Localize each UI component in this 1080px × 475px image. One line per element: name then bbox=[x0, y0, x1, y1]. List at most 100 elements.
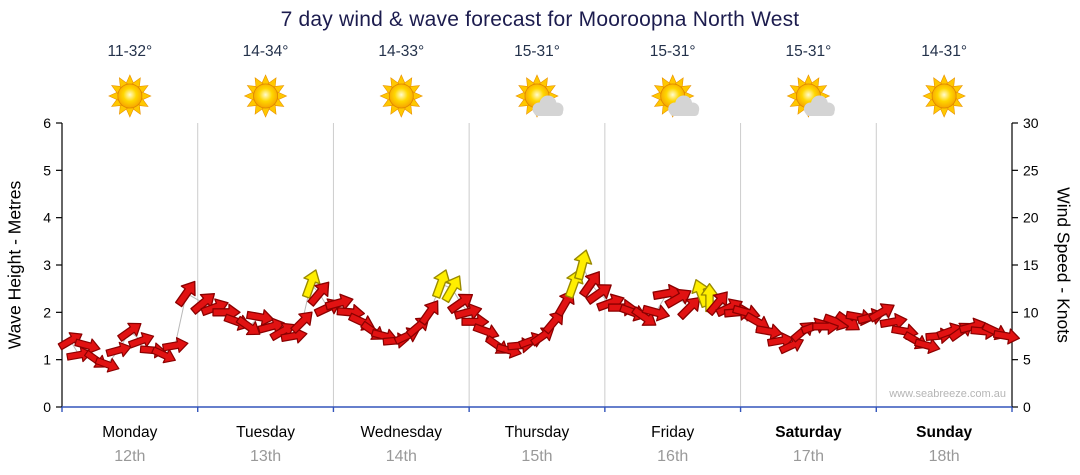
wind-arrow bbox=[245, 309, 275, 327]
right-axis-tick-label: 20 bbox=[1023, 210, 1039, 226]
sun-core bbox=[117, 83, 143, 109]
wind-arrow bbox=[677, 296, 701, 321]
day-name-label: Friday bbox=[651, 424, 694, 441]
temperature-range: 11-32° bbox=[108, 43, 153, 60]
wind-arrow bbox=[127, 332, 155, 349]
wind-arrow bbox=[585, 284, 612, 305]
left-axis-tick-label: 1 bbox=[43, 352, 51, 368]
day-name-label: Monday bbox=[102, 424, 157, 441]
cloud-shape bbox=[803, 95, 835, 116]
temperature-range: 14-31° bbox=[921, 43, 967, 60]
wind-arrow bbox=[151, 346, 176, 364]
left-axis-tick-label: 4 bbox=[43, 210, 51, 226]
sun-ray bbox=[243, 91, 254, 101]
temperature-range: 15-31° bbox=[786, 43, 832, 60]
sun-ray bbox=[141, 91, 152, 101]
wind-arrow bbox=[579, 271, 601, 299]
wind-arrow bbox=[542, 310, 564, 335]
sun-core bbox=[253, 83, 278, 109]
right-axis-tick-label: 5 bbox=[1023, 352, 1031, 368]
sun-icon bbox=[379, 74, 424, 118]
wind-arrow bbox=[992, 328, 1021, 345]
wind-arrow bbox=[641, 304, 670, 322]
cloud-shape bbox=[668, 95, 700, 116]
wind-arrow bbox=[868, 303, 895, 323]
sun-icon bbox=[922, 74, 966, 118]
right-axis-tick-label: 15 bbox=[1023, 257, 1039, 273]
left-axis-tick-label: 6 bbox=[43, 115, 51, 131]
sun-icon bbox=[108, 74, 152, 118]
sun-ray bbox=[277, 91, 288, 101]
wind-arrow bbox=[269, 322, 295, 342]
day-date-label: 14th bbox=[386, 448, 417, 465]
day-date-label: 12th bbox=[114, 448, 145, 465]
sun-cloud-icon bbox=[650, 74, 700, 118]
wind-arrow-strong bbox=[441, 275, 462, 304]
wind-arrow bbox=[664, 288, 692, 309]
sun-ray bbox=[532, 74, 542, 85]
cloud-shape bbox=[532, 95, 564, 116]
wind-arrow bbox=[631, 306, 657, 326]
sun-ray bbox=[396, 74, 406, 85]
wind-arrow bbox=[162, 337, 189, 353]
left-axis-tick-label: 3 bbox=[43, 257, 51, 273]
day-name-label: Wednesday bbox=[360, 424, 442, 441]
sun-ray bbox=[379, 91, 390, 101]
wind-arrow bbox=[117, 322, 142, 342]
sun-ray bbox=[261, 107, 271, 118]
wind-arrow bbox=[879, 312, 908, 330]
sun-ray bbox=[939, 74, 949, 85]
right-axis-tick-label: 10 bbox=[1023, 304, 1039, 320]
wind-arrow bbox=[74, 338, 101, 355]
sun-ray bbox=[922, 91, 933, 101]
wind-arrow bbox=[324, 293, 354, 311]
wind-arrow bbox=[290, 311, 313, 334]
left-axis-tick-label: 0 bbox=[43, 399, 51, 415]
sun-cloud-icon bbox=[515, 74, 564, 118]
sun-ray bbox=[125, 107, 135, 118]
wind-arrow-strong bbox=[301, 269, 321, 299]
sun-ray bbox=[261, 74, 271, 85]
temperature-range: 15-31° bbox=[650, 43, 696, 60]
wind-arrow bbox=[235, 315, 261, 336]
wind-arrow-strong bbox=[432, 269, 451, 299]
page-title: 7 day wind & wave forecast for Mooroopna… bbox=[280, 8, 800, 31]
wind-arrow bbox=[174, 280, 196, 308]
sun-ray bbox=[955, 91, 966, 101]
sun-core bbox=[931, 83, 957, 109]
sun-ray bbox=[803, 74, 813, 85]
wind-arrow bbox=[190, 293, 216, 315]
right-axis-tick-label: 30 bbox=[1023, 115, 1039, 131]
sun-ray bbox=[515, 91, 526, 101]
sun-ray bbox=[108, 91, 119, 101]
wind-arrow bbox=[105, 341, 132, 358]
right-axis-tick-label: 25 bbox=[1023, 162, 1039, 178]
day-name-label: Saturday bbox=[775, 424, 842, 441]
sun-ray bbox=[396, 107, 406, 118]
sun-ray bbox=[412, 91, 424, 101]
temperature-range: 14-34° bbox=[243, 43, 289, 60]
wind-arrow bbox=[706, 291, 728, 317]
wind-arrow bbox=[914, 338, 941, 355]
day-date-label: 13th bbox=[250, 448, 281, 465]
wind-arrow bbox=[418, 300, 439, 326]
sun-cloud-icon bbox=[786, 74, 835, 118]
wind-arrow bbox=[755, 323, 783, 340]
sun-ray bbox=[668, 74, 678, 85]
wind-arrow bbox=[778, 336, 804, 355]
left-axis-tick-label: 2 bbox=[43, 304, 51, 320]
day-date-label: 18th bbox=[929, 448, 960, 465]
sun-ray bbox=[939, 107, 949, 118]
right-axis-tick-label: 0 bbox=[1023, 399, 1031, 415]
sun-ray bbox=[650, 91, 662, 101]
day-name-label: Tuesday bbox=[236, 424, 295, 441]
wind-arrow-strong bbox=[573, 249, 593, 281]
day-name-label: Sunday bbox=[916, 424, 972, 441]
wind-arrow bbox=[94, 356, 120, 373]
day-date-label: 17th bbox=[793, 448, 824, 465]
temperature-range: 14-33° bbox=[378, 43, 424, 60]
temperature-range: 15-31° bbox=[514, 43, 560, 60]
day-date-label: 15th bbox=[521, 448, 552, 465]
